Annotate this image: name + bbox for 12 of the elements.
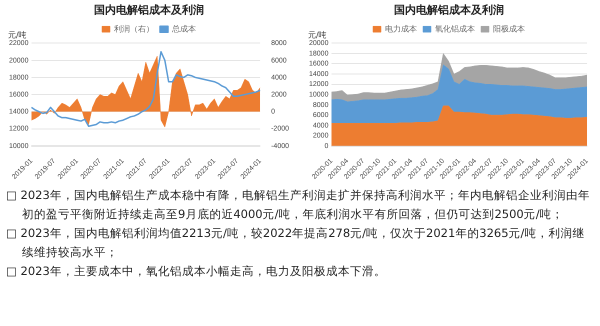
text: □ 2023年，国内电解铝利润均值2213元/吨，较2022年提高278元/吨，仅次于2021年的3265元/吨，利润继续维持较高水平； xyxy=(6,225,586,261)
legend-label: 阳极成本 xyxy=(493,24,525,34)
legend-label: 总成本 xyxy=(171,24,196,34)
legend-label: 电力成本 xyxy=(385,24,417,34)
y-axis-title: 元/吨 xyxy=(8,30,27,40)
text: □ 2023年，主要成本中，氧化铝成本小幅走高，电力及阳极成本下滑。 xyxy=(6,263,387,280)
text: □ 2023年，国内电解铝生产成本稳中有降，电解铝生产利润走扩并保持高利润水平；年内电解铝企业利润由年初的盈亏平衡附近持续走高至9月底的近4000元/吨，年底利润水平有所回落，但仍可达到2500元/吨； xyxy=(6,187,591,223)
chart-title: 国内电解铝成本及利润 xyxy=(394,4,504,17)
legend-label: 氧化铝成本 xyxy=(435,24,475,34)
legend-label: 利润（右） xyxy=(114,24,154,34)
chart-title: 国内电解铝成本及利润 xyxy=(94,4,204,17)
y-axis-title: 元/吨 xyxy=(308,30,327,40)
